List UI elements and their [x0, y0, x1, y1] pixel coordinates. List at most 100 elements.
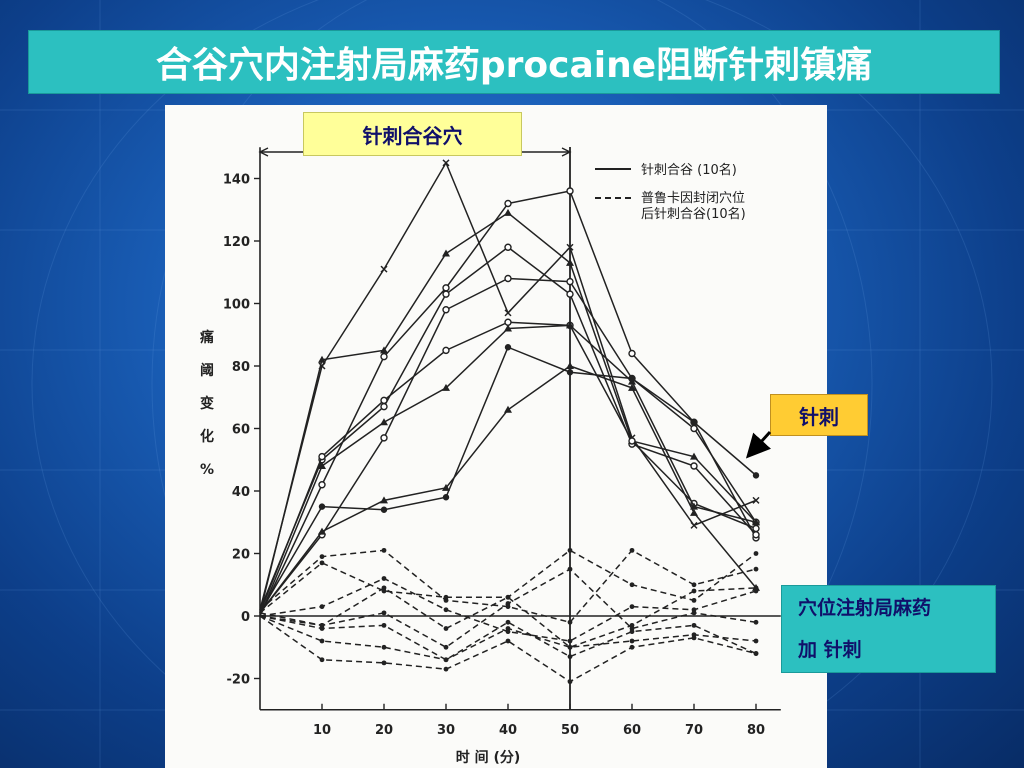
- dashed-series-point: [691, 588, 697, 594]
- solid-series-point: [566, 258, 574, 266]
- solid-series-point: [628, 437, 636, 445]
- solid-series-point: [566, 369, 574, 376]
- dashed-series-point: [381, 576, 387, 581]
- solid-series-point: [504, 208, 512, 216]
- dashed-series-point: [505, 601, 511, 606]
- dashed-series-point: [443, 644, 449, 650]
- y-axis-title-char: 痛: [199, 329, 214, 346]
- solid-series-point: [380, 396, 388, 405]
- x-tick-label: 10: [313, 723, 331, 738]
- solid-series-point: [380, 402, 388, 411]
- solid-series-point: [628, 375, 636, 382]
- solid-series-point: [752, 524, 760, 533]
- solid-series-point: [442, 284, 450, 292]
- dashed-series-point: [629, 604, 635, 610]
- solid-series-point: [442, 249, 450, 257]
- dashed-series-point: [567, 638, 573, 644]
- x-tick-label: 40: [499, 723, 517, 738]
- solid-series-point: [628, 383, 636, 391]
- callout-injection-line2: 加 针刺: [798, 639, 862, 661]
- solid-series-point: [442, 483, 450, 491]
- solid-series-point: [566, 243, 574, 251]
- solid-series-point: [442, 290, 450, 298]
- dashed-series-point: [319, 560, 325, 566]
- dashed-series-point: [443, 657, 449, 663]
- solid-series-point: [504, 274, 512, 283]
- y-tick-label: 0: [241, 610, 250, 625]
- dashed-series-point: [505, 594, 511, 600]
- solid-series-point: [566, 187, 574, 195]
- dashed-series-point: [381, 644, 387, 650]
- figure-panel: 140 120 100 80 60 40 20 0 -20 10 20 30 40 50 60 70 80 时 间…: [165, 105, 827, 768]
- solid-series-point: [566, 290, 574, 298]
- dashed-series-point: [691, 635, 697, 641]
- solid-series-point: [318, 462, 326, 469]
- solid-series-point: [690, 521, 698, 529]
- solid-series-point: [504, 324, 512, 332]
- solid-series-point: [380, 265, 388, 273]
- dashed-series-point: [443, 607, 449, 613]
- y-axis-title-char: 化: [200, 428, 214, 445]
- y-tick-label: 140: [223, 173, 250, 188]
- callout-acupuncture: 针刺: [770, 394, 868, 436]
- x-tick-label: 60: [623, 723, 641, 738]
- solid-series-point: [504, 309, 512, 317]
- dashed-series-point: [691, 622, 697, 628]
- solid-series-line: [259, 190, 757, 617]
- dashed-series-point: [505, 626, 511, 631]
- solid-series-point: [690, 508, 698, 516]
- callout-acupuncture-period-label: 针刺合谷穴: [362, 123, 463, 148]
- dashed-series-point: [753, 638, 759, 644]
- dashed-series-point: [381, 660, 387, 666]
- solid-series-point: [380, 506, 388, 513]
- solid-series-point: [442, 494, 450, 501]
- line-chart: 140 120 100 80 60 40 20 0 -20 10 20 30 40 50 60 70 80 时 间…: [199, 147, 781, 766]
- solid-series-point: [318, 503, 326, 510]
- y-tick-label: 40: [232, 485, 250, 500]
- solid-series-point: [566, 362, 574, 369]
- dashed-series-point: [319, 554, 325, 560]
- solid-series-point: [566, 321, 574, 329]
- solid-series-point: [628, 349, 636, 358]
- legend-solid-label: 针刺合谷 (10名): [641, 162, 737, 178]
- legend-dashed-label-line1: 普鲁卡因封闭穴位: [641, 191, 745, 206]
- dashed-series-point: [567, 644, 573, 650]
- x-tick-label: 70: [685, 723, 703, 738]
- dashed-series-point: [629, 547, 635, 553]
- y-tick-label: 80: [232, 360, 250, 375]
- x-tick-label: 30: [437, 723, 455, 738]
- solid-series-point: [690, 419, 698, 426]
- solid-series-point: [442, 306, 450, 314]
- solid-series-point: [504, 199, 512, 208]
- callout-injection-line1: 穴位注射局麻药: [798, 597, 932, 619]
- solid-series-point: [442, 159, 450, 167]
- dashed-series-point: [691, 597, 697, 603]
- solid-series-point: [318, 355, 326, 363]
- dashed-series-point: [629, 582, 635, 588]
- dashed-series-point: [753, 619, 759, 625]
- dashed-series-point: [319, 604, 325, 610]
- dashed-series-point: [381, 585, 387, 591]
- dashed-series-point: [567, 679, 573, 685]
- dashed-series-point: [381, 622, 387, 628]
- y-tick-label: 120: [223, 235, 250, 250]
- solid-series-point: [504, 344, 512, 351]
- dashed-series-point: [443, 626, 449, 631]
- solid-series-point: [318, 481, 326, 489]
- y-tick-label: 60: [232, 423, 250, 438]
- callout-acupuncture-label: 针刺: [799, 404, 839, 429]
- x-tick-label: 50: [561, 723, 579, 738]
- x-axis-title: 时 间 (分): [456, 749, 521, 766]
- solid-series-line: [259, 365, 757, 614]
- solid-series-point: [690, 462, 698, 470]
- callout-injection: 穴位注射局麻药 加 针刺: [781, 585, 996, 673]
- y-tick-label: -20: [227, 673, 251, 688]
- dashed-series-line: [259, 549, 757, 624]
- dashed-series-point: [753, 566, 759, 572]
- bracket-arrow-left: [258, 147, 269, 157]
- solid-series-point: [380, 496, 388, 504]
- dashed-series-point: [629, 644, 635, 650]
- y-axis-title-char: 变: [200, 395, 214, 412]
- dashed-series-point: [629, 629, 635, 635]
- solid-series-point: [442, 383, 450, 391]
